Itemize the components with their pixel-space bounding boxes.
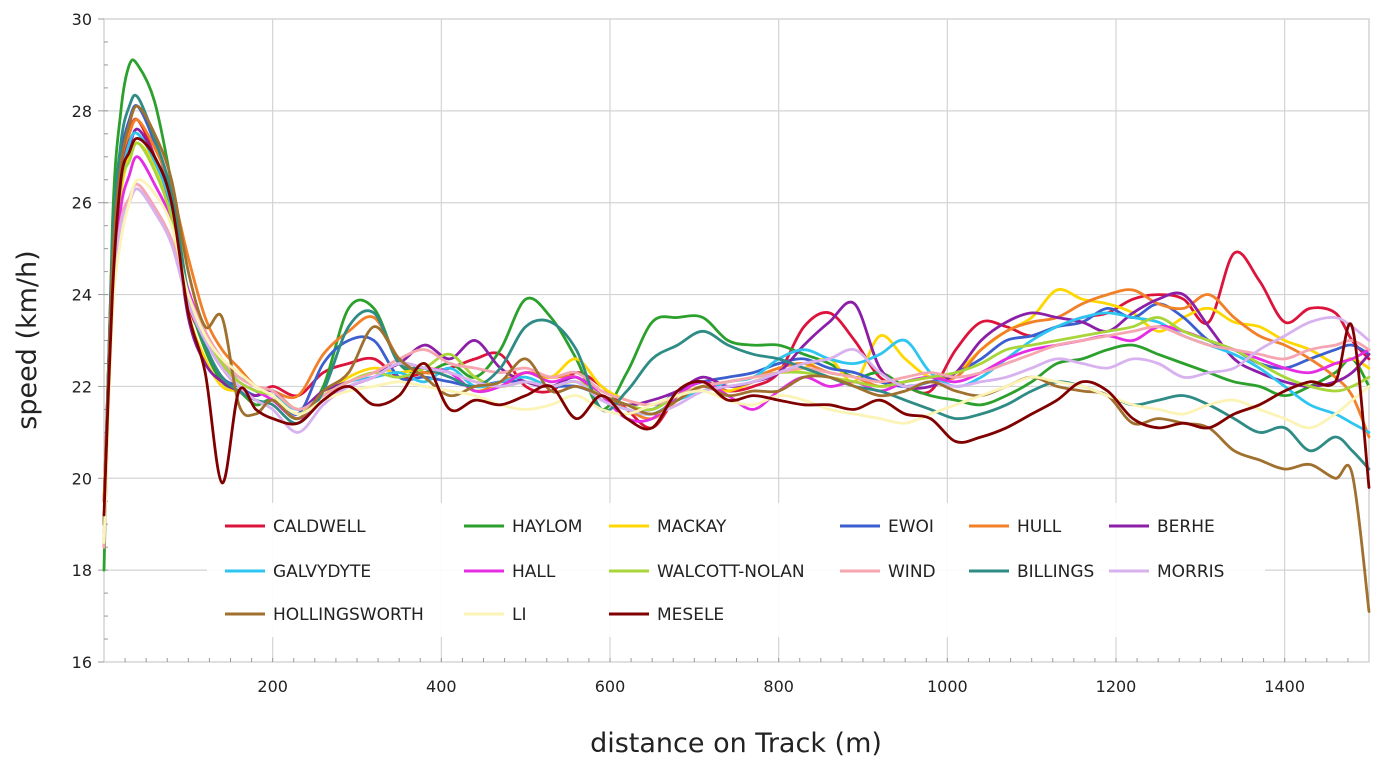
x-tick-label: 1200 xyxy=(1096,677,1137,696)
x-tick-label: 400 xyxy=(426,677,457,696)
legend-label-caldwell: CALDWELL xyxy=(273,517,366,537)
legend-label-walcott-nolan: WALCOTT-NOLAN xyxy=(657,562,805,582)
legend-label-mackay: MACKAY xyxy=(657,517,727,537)
axis-ticks: 200 400 600 800 1000 1200 1400 16 18 20 22 24 26 28 30 xyxy=(72,10,1349,696)
series-line-li xyxy=(102,178,1371,544)
series-lines xyxy=(102,58,1371,613)
legend-label-mesele: MESELE xyxy=(657,605,724,625)
legend-label-berhe: BERHE xyxy=(1157,517,1215,537)
y-tick-label: 18 xyxy=(72,561,92,580)
legend-label-haylom: HAYLOM xyxy=(512,517,582,537)
legend-label-galvydyte: GALVYDYTE xyxy=(273,562,371,582)
legend-label-morris: MORRIS xyxy=(1157,562,1224,582)
y-tick-label: 22 xyxy=(72,377,92,396)
legend-label-hull: HULL xyxy=(1017,517,1062,537)
y-tick-label: 26 xyxy=(72,194,92,213)
legend-label-li: LI xyxy=(512,605,527,625)
y-tick-label: 20 xyxy=(72,469,92,488)
legend-label-hollingsworth: HOLLINGSWORTH xyxy=(273,605,424,625)
legend-box xyxy=(207,503,1265,637)
x-axis-label: distance on Track (m) xyxy=(590,728,882,759)
legend-label-billings: BILLINGS xyxy=(1017,562,1094,582)
legend-label-wind: WIND xyxy=(888,562,936,582)
series-line-mesele xyxy=(102,136,1371,517)
x-tick-label: 1400 xyxy=(1264,677,1305,696)
x-tick-label: 200 xyxy=(257,677,288,696)
series-line-billings xyxy=(102,93,1371,526)
series-line-berhe xyxy=(102,127,1371,526)
x-tick-label: 600 xyxy=(595,677,626,696)
x-tick-label: 800 xyxy=(763,677,794,696)
x-tick-label: 1000 xyxy=(927,677,968,696)
y-axis-label: speed (km/h) xyxy=(12,250,43,429)
y-tick-label: 28 xyxy=(72,102,92,121)
legend-label-ewoi: EWOI xyxy=(888,517,934,537)
series-line-haylom xyxy=(102,58,1371,572)
series-line-hollingsworth xyxy=(102,104,1371,613)
y-tick-label: 30 xyxy=(72,10,92,29)
legend: CALDWELL HAYLOM MACKAY EWOI HULL BERHE GALVYDY… xyxy=(207,503,1265,637)
y-tick-label: 16 xyxy=(72,653,92,672)
legend-label-hall: HALL xyxy=(512,562,556,582)
y-tick-label: 24 xyxy=(72,286,92,305)
